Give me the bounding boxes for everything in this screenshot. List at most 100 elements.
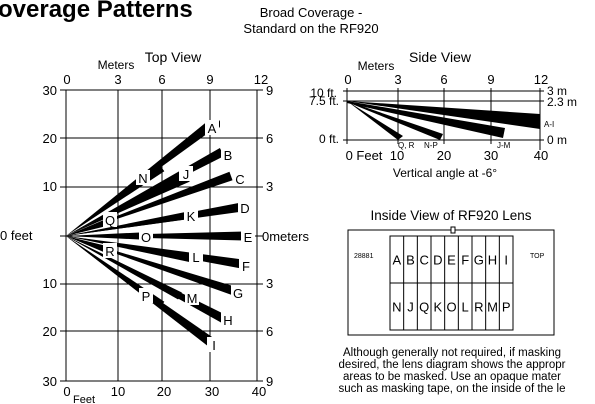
top-meter-tick: 0 (63, 72, 70, 87)
detection-beam (66, 232, 150, 240)
zone-label-bg (231, 285, 245, 300)
lens-cell-label: Q (419, 300, 429, 315)
right-tick-label: 0meters (262, 229, 309, 244)
zone-label-bg (184, 208, 198, 223)
side-zone-label: J-M (497, 141, 511, 150)
lens-cell-label: N (392, 300, 401, 315)
lens-cell-label: D (433, 253, 442, 268)
lens-cell-label: B (406, 253, 415, 268)
lens-cell-label: C (419, 253, 428, 268)
lens-cell-label: F (461, 253, 469, 268)
side-view: Side View Meters 0 3 6 9 12 10 ft. 7.5 f… (309, 49, 577, 180)
zone-label: R (105, 244, 114, 259)
left-tick-label: 30 (43, 374, 57, 389)
side-beams (347, 101, 540, 140)
right-tick-label: 3 (266, 276, 273, 291)
lens-cell-label: K (433, 300, 442, 315)
side-right-label: 3 m (547, 84, 567, 98)
top-meter-tick: 6 (158, 72, 165, 87)
side-feet-tick: 10 (390, 148, 404, 163)
left-tick-label: 20 (43, 131, 57, 146)
page-heading: overage Patterns (0, 0, 193, 23)
zone-label: N (138, 171, 147, 186)
side-zone-label: Q, R (398, 141, 415, 150)
top-meters-ticks: 0 3 6 9 12 (63, 72, 268, 87)
side-meter-tick: 3 (394, 72, 401, 87)
side-feet-tick: 40 (534, 148, 548, 163)
zone-label-bg (136, 170, 150, 185)
note-line: Although generally not required, if mask… (343, 347, 561, 359)
side-right-label: 2.3 m (547, 95, 577, 109)
lens-notch (450, 226, 456, 234)
zone-label: O (141, 230, 151, 245)
top-feet-tick: 10 (111, 384, 125, 399)
masking-note: Although generally not required, if mask… (292, 347, 595, 395)
note-line: desired, the lens diagram shows the appr… (338, 359, 566, 371)
zone-label: A (208, 121, 217, 136)
top-meter-tick: 3 (114, 72, 121, 87)
zone-label: E (244, 230, 253, 245)
lens-cell-label: H (488, 253, 497, 268)
zone-label-bg (207, 337, 221, 352)
side-zone-label: N-P (424, 141, 438, 150)
zone-label: B (224, 148, 233, 163)
zone-label: K (187, 209, 196, 224)
top-feet-tick: 40 (252, 384, 266, 399)
lens-cells: A B C D E F G H I N J Q K O L R M P (392, 236, 511, 330)
zone-label-bg (103, 212, 117, 227)
zone-label-bg (221, 147, 235, 162)
lens-cell-label: I (504, 253, 508, 268)
zone-label: H (223, 313, 232, 328)
detection-beam (66, 174, 190, 236)
zone-label: L (192, 250, 199, 265)
zone-label-bg (139, 229, 153, 244)
zone-label: C (235, 172, 244, 187)
right-tick-label: 6 (266, 324, 273, 339)
side-meter-tick: 12 (534, 72, 548, 87)
left-tick-label: 30 (43, 83, 57, 98)
zone-label-bg (139, 288, 153, 303)
zone-label-bg (241, 229, 255, 244)
left-tick-label: 10 (43, 179, 57, 194)
side-caption: Vertical angle at -6° (393, 166, 497, 180)
lens-top-label: TOP (530, 253, 545, 260)
side-meter-tick: 0 (344, 72, 351, 87)
side-right-label: 0 m (547, 133, 567, 147)
top-feet-tick: 0 (63, 384, 70, 399)
side-meter-tick: 6 (440, 72, 447, 87)
lens-cell-label: P (502, 300, 511, 315)
zone-label: I (212, 338, 216, 353)
lens-title: Inside View of RF920 Lens (370, 208, 531, 223)
top-feet-tick: 20 (157, 384, 171, 399)
side-height-label: 0 ft. (319, 132, 339, 146)
note-line: such as masking tape, on the inside of t… (338, 383, 566, 395)
right-tick-label: 9 (266, 83, 273, 98)
detection-beam (66, 218, 110, 236)
side-zone-label: A-I (544, 120, 554, 129)
lens-part-number: 28881 (354, 253, 374, 260)
zone-label-bg (233, 171, 247, 186)
zone-label-bg (103, 243, 117, 258)
detection-beam (66, 236, 191, 262)
side-height-label: 7.5 ft. (309, 94, 339, 108)
zone-label-bg (179, 166, 193, 181)
side-feet-tick: 30 (484, 148, 498, 163)
subtitle-line-1: Broad Coverage - (260, 5, 363, 20)
zone-label: D (240, 201, 249, 216)
top-meters-label: Meters (98, 58, 135, 72)
lens-cell-label: M (487, 300, 498, 315)
zone-label-bg (185, 290, 199, 305)
detection-beams (66, 120, 244, 348)
top-feet-tick: 30 (205, 384, 219, 399)
detection-beam (66, 236, 182, 300)
detection-beam (66, 231, 244, 241)
zone-label: J (183, 167, 190, 182)
side-feet-tick: 20 (437, 148, 451, 163)
zone-label: G (233, 286, 243, 301)
top-meter-tick: 9 (206, 72, 213, 87)
side-height-label: 10 ft. (310, 86, 337, 100)
top-feet-label: Feet (73, 394, 95, 404)
left-tick-label: 10 (43, 276, 57, 291)
right-tick-label: 3 (266, 179, 273, 194)
left-tick-label: 20 (43, 324, 57, 339)
